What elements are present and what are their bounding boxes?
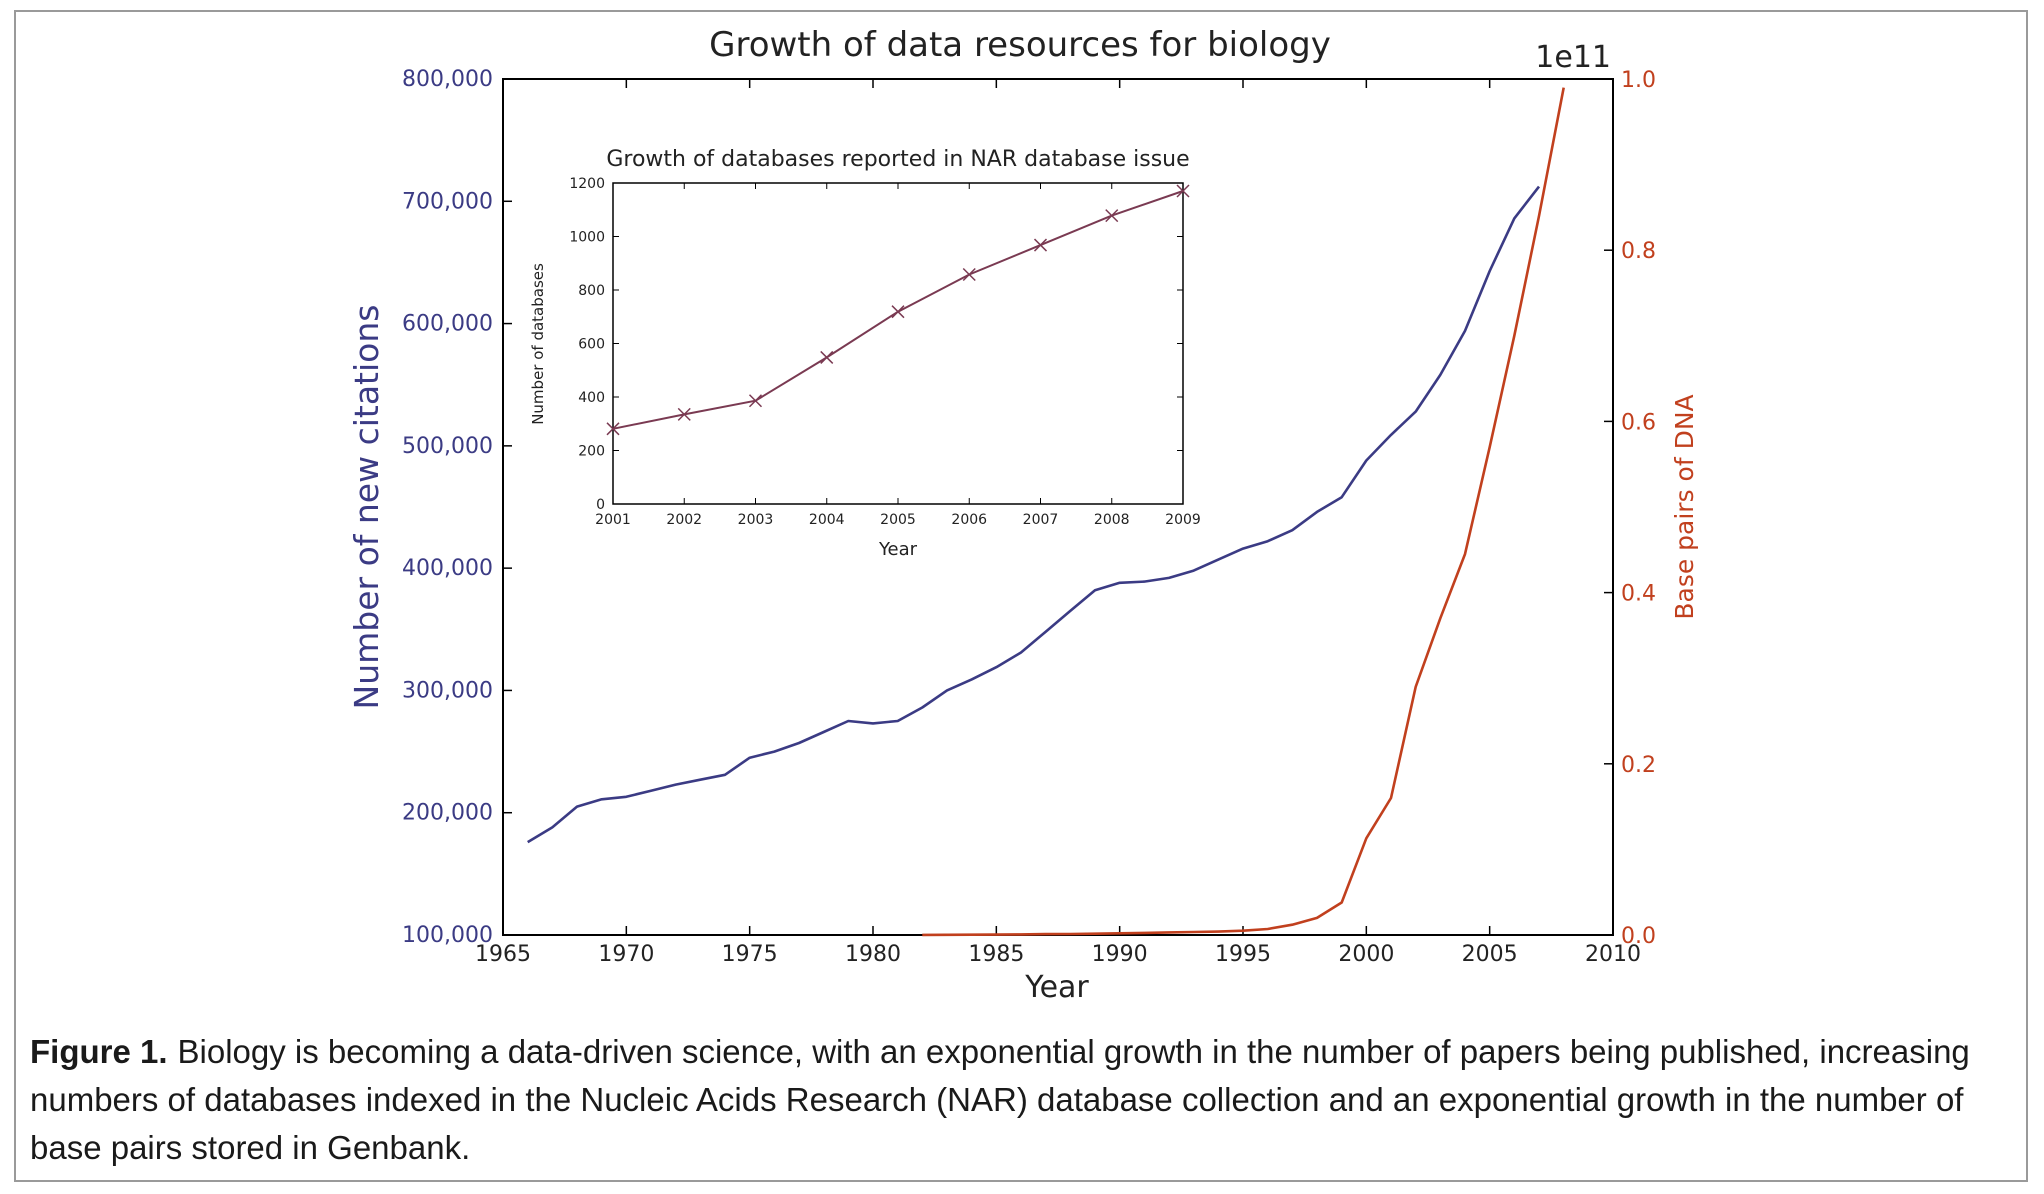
base-pairs-series-line bbox=[922, 87, 1565, 937]
x-tick-label: 1965 bbox=[475, 942, 531, 967]
inset-data-point-marker bbox=[748, 394, 763, 408]
inset-data-point-marker bbox=[820, 350, 834, 364]
caption-label: Figure 1. bbox=[30, 1033, 168, 1070]
inset-x-axis: 2001 2002 2003 2004 2005 2006 2007 2008 2009 bbox=[595, 183, 1201, 528]
y2-tick-label: 0.2 bbox=[1621, 753, 1656, 778]
y2-tick-label: 0.0 bbox=[1621, 924, 1656, 949]
inset-chart: Growth of databases reported in NAR data… bbox=[529, 130, 1208, 560]
inset-x-tick-label: 2009 bbox=[1165, 512, 1201, 528]
x-tick-label: 1990 bbox=[1092, 942, 1148, 967]
x-tick-label: 1980 bbox=[845, 942, 901, 967]
y-tick-label: 500,000 bbox=[402, 434, 493, 459]
inset-x-tick-label: 2006 bbox=[951, 512, 987, 528]
x-tick-label: 2005 bbox=[1462, 942, 1518, 967]
inset-data-point-marker bbox=[891, 305, 905, 319]
y-tick-label: 800,000 bbox=[402, 67, 493, 92]
x-tick-label: 1975 bbox=[722, 942, 778, 967]
inset-x-axis-label: Year bbox=[878, 539, 918, 560]
inset-x-tick-label: 2003 bbox=[738, 512, 774, 528]
y2-tick-label: 0.4 bbox=[1621, 582, 1656, 607]
right-y-axis-offset-text: 1e11 bbox=[1535, 40, 1611, 75]
y2-tick-label: 0.8 bbox=[1621, 239, 1656, 264]
citations-series-line bbox=[527, 185, 1541, 844]
left-y-axis-label: Number of new citations bbox=[347, 305, 386, 710]
figure-caption: Figure 1. Biology is becoming a data-driv… bbox=[30, 1028, 2020, 1172]
chart-title: Growth of data resources for biology bbox=[709, 25, 1331, 65]
main-right-y-axis: 0.0 0.2 0.4 0.6 0.8 1.0 bbox=[1604, 68, 1656, 949]
inset-y-tick-label: 1000 bbox=[569, 230, 605, 246]
main-chart: Growth of data resources for biology 196… bbox=[347, 25, 1699, 1005]
y2-tick-label: 1.0 bbox=[1621, 68, 1656, 93]
inset-series-group bbox=[606, 184, 1190, 436]
inset-y-tick-label: 1200 bbox=[569, 176, 605, 192]
y-tick-label: 700,000 bbox=[402, 189, 493, 214]
right-y-axis-label: Base pairs of DNA bbox=[1670, 394, 1699, 619]
x-tick-label: 1995 bbox=[1215, 942, 1271, 967]
main-x-axis: 1965 1970 1975 1980 1985 1990 1995 2000 2005 2010 bbox=[475, 79, 1641, 967]
inset-title: Growth of databases reported in NAR data… bbox=[606, 147, 1189, 172]
inset-x-tick-label: 2002 bbox=[666, 512, 702, 528]
inset-data-point-marker bbox=[606, 422, 620, 436]
x-axis-label: Year bbox=[1024, 970, 1089, 1005]
y-tick-label: 300,000 bbox=[402, 678, 493, 703]
inset-x-tick-label: 2008 bbox=[1094, 512, 1130, 528]
inset-data-point-marker bbox=[1176, 184, 1190, 198]
y-tick-label: 600,000 bbox=[402, 312, 493, 337]
inset-y-tick-label: 200 bbox=[578, 444, 605, 460]
main-series-group bbox=[527, 87, 1565, 937]
inset-x-tick-label: 2007 bbox=[1023, 512, 1059, 528]
inset-y-tick-label: 0 bbox=[596, 497, 605, 513]
y-tick-label: 400,000 bbox=[402, 556, 493, 581]
y-tick-label: 200,000 bbox=[402, 801, 493, 826]
inset-x-tick-label: 2001 bbox=[595, 512, 631, 528]
inset-background bbox=[538, 130, 1208, 560]
y2-tick-label: 0.6 bbox=[1621, 410, 1656, 435]
caption-text: Biology is becoming a data-driven scienc… bbox=[30, 1033, 1970, 1166]
inset-y-tick-label: 800 bbox=[578, 283, 605, 299]
inset-y-tick-label: 600 bbox=[578, 337, 605, 353]
main-left-y-axis: 100,000 200,000 300,000 400,000 500,000 600,0… bbox=[402, 67, 512, 948]
inset-y-axis-label: Number of databases bbox=[529, 263, 547, 425]
inset-x-tick-label: 2004 bbox=[809, 512, 845, 528]
x-tick-label: 1970 bbox=[598, 942, 654, 967]
x-tick-label: 1985 bbox=[968, 942, 1024, 967]
inset-data-point-marker bbox=[677, 407, 691, 421]
inset-data-point-marker bbox=[962, 267, 976, 282]
inset-x-tick-label: 2005 bbox=[880, 512, 916, 528]
x-tick-label: 2000 bbox=[1338, 942, 1394, 967]
x-tick-label: 2010 bbox=[1585, 942, 1641, 967]
inset-data-point-marker bbox=[1033, 238, 1048, 252]
inset-y-axis: 0 200 400 600 800 1000 1200 bbox=[569, 176, 1183, 513]
inset-y-tick-label: 400 bbox=[578, 390, 605, 406]
y-tick-label: 100,000 bbox=[402, 923, 493, 948]
inset-data-point-marker bbox=[1105, 209, 1119, 223]
